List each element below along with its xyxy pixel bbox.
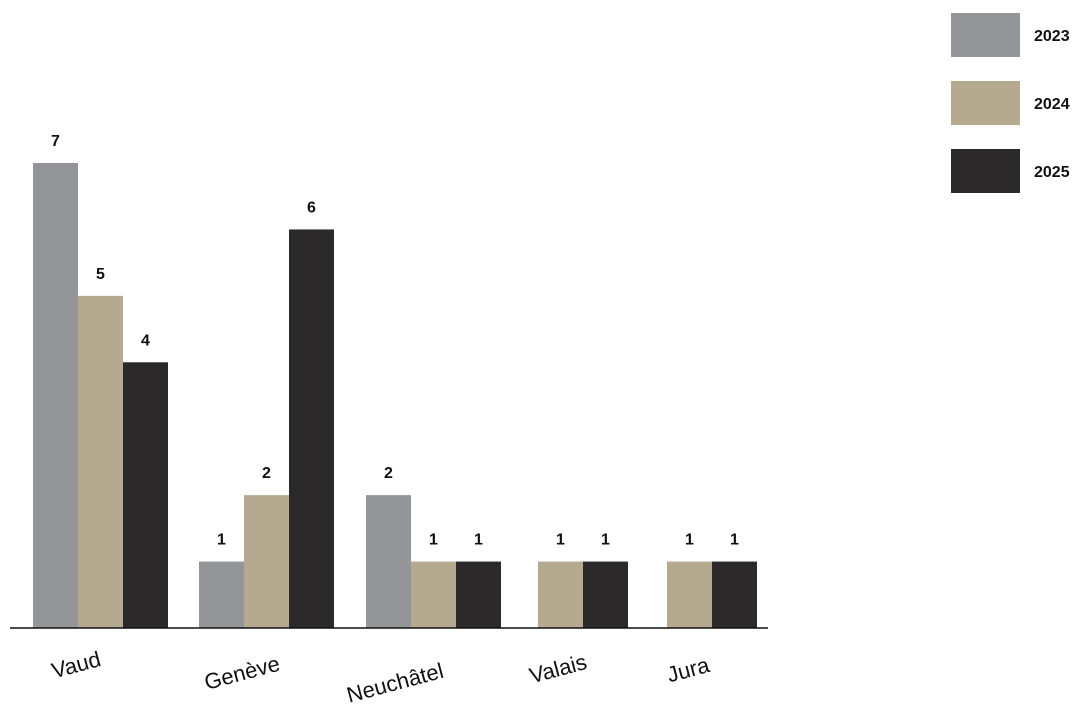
category-label-1: Genève [202, 651, 283, 695]
category-labels-layer: Vaud Genève Neuchâtel Valais Jura [49, 646, 713, 707]
bar-genève-2024 [244, 495, 289, 628]
legend-label-2025: 2025 [1034, 164, 1070, 181]
value-label-valais-2024: 1 [556, 532, 565, 549]
value-label-vaud-2023: 7 [51, 133, 60, 150]
bar-valais-2025 [583, 561, 628, 628]
category-label-2: Neuchâtel [344, 658, 446, 708]
bar-genève-2025 [289, 229, 334, 628]
bar-genève-2023 [199, 561, 244, 628]
bar-vaud-2024 [78, 295, 123, 628]
bar-vaud-2023 [33, 163, 78, 628]
value-label-genève-2024: 2 [262, 465, 271, 482]
value-label-jura-2025: 1 [730, 532, 739, 549]
category-label-4: Jura [664, 652, 713, 687]
value-label-vaud-2024: 5 [96, 266, 105, 283]
category-label-3: Valais [527, 649, 590, 688]
legend-swatch-2025 [951, 149, 1020, 193]
legend-swatch-2024 [951, 81, 1020, 125]
bar-jura-2024 [667, 561, 712, 628]
value-label-valais-2025: 1 [601, 532, 610, 549]
category-label-0: Vaud [49, 646, 104, 683]
value-label-neuchâtel-2024: 1 [429, 532, 438, 549]
bar-neuchâtel-2023 [366, 495, 411, 628]
bar-valais-2024 [538, 561, 583, 628]
value-label-genève-2023: 1 [217, 532, 226, 549]
bars-layer [33, 163, 757, 628]
value-label-neuchâtel-2023: 2 [384, 465, 393, 482]
legend-label-2023: 2023 [1034, 28, 1070, 45]
legend-swatch-2023 [951, 13, 1020, 57]
value-label-neuchâtel-2025: 1 [474, 532, 483, 549]
value-labels-layer: 7 5 4 1 2 6 2 1 1 1 1 1 1 [51, 133, 739, 549]
bar-neuchâtel-2024 [411, 561, 456, 628]
value-label-genève-2025: 6 [307, 199, 316, 216]
value-label-jura-2024: 1 [685, 532, 694, 549]
bar-jura-2025 [712, 561, 757, 628]
bar-neuchâtel-2025 [456, 561, 501, 628]
legend-label-2024: 2024 [1034, 96, 1070, 113]
bar-vaud-2025 [123, 362, 168, 628]
value-label-vaud-2025: 4 [141, 332, 150, 349]
legend: 2023 2024 2025 [951, 13, 1070, 193]
